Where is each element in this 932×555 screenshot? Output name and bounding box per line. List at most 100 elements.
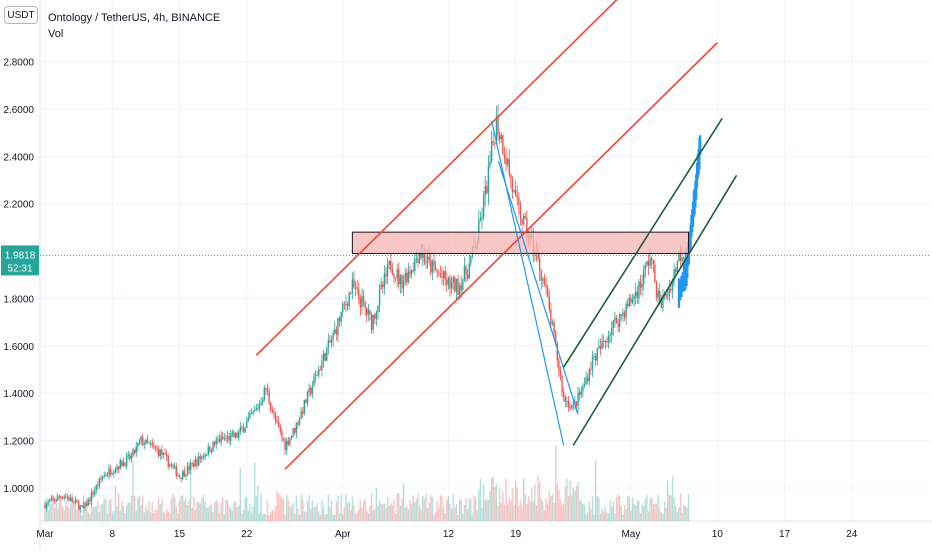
volume-bar: [668, 494, 671, 521]
volume-bar: [366, 510, 368, 521]
volume-bar: [295, 495, 298, 521]
blue-channel-lower[interactable]: [497, 160, 579, 415]
volume-bar: [322, 506, 325, 521]
candle-body: [441, 276, 443, 279]
volume-bar: [270, 512, 272, 521]
volume-bar: [194, 509, 197, 521]
blue-channel-upper[interactable]: [491, 120, 565, 446]
candle-body: [510, 174, 512, 179]
green-channel-lower[interactable]: [572, 174, 738, 446]
candle-body: [426, 256, 429, 263]
candle-body: [330, 339, 333, 343]
indicator-vol-label[interactable]: Vol: [48, 28, 64, 40]
candle-body: [466, 274, 469, 279]
volume-bar: [289, 506, 291, 521]
volume-bar: [610, 506, 613, 521]
volume-bar: [180, 495, 182, 521]
volume-bar: [385, 507, 387, 521]
symbol-title[interactable]: Ontology / TetherUS, 4h, BINANCE: [48, 12, 221, 24]
candle-body: [153, 445, 155, 447]
candle-body: [191, 463, 193, 465]
candle-body: [175, 466, 177, 476]
candle-body: [570, 405, 573, 409]
candle-body: [186, 466, 189, 475]
candle-body: [614, 317, 616, 321]
candle-body: [321, 360, 323, 370]
volume-bar: [300, 494, 302, 521]
volume-bar: [92, 506, 94, 521]
candle-body: [409, 271, 411, 275]
candle-body: [145, 439, 147, 445]
volume-bar: [346, 503, 349, 521]
volume-bar: [377, 505, 379, 521]
candle-body: [380, 284, 382, 290]
red-channel-upper[interactable]: [255, 0, 621, 356]
candle-body: [165, 454, 168, 457]
volume-bar: [651, 497, 653, 521]
candle-body: [90, 492, 93, 502]
x-axis[interactable]: Mar 8 15 22 Apr 12 19 May 10 17 24: [36, 529, 857, 540]
volume-bar: [470, 498, 472, 521]
y-axis[interactable]: 1.00001.20001.40001.60001.80002.00002.20…: [1, 58, 39, 495]
candle-body: [500, 135, 502, 140]
candle-body: [111, 473, 113, 475]
drawings[interactable]: [40, 0, 930, 470]
candle-body: [482, 195, 485, 217]
y-tick-label: 2.8000: [3, 58, 34, 69]
candle-body: [676, 261, 679, 273]
candle-body: [545, 283, 547, 288]
volume-bar: [141, 495, 144, 521]
candle-body: [180, 477, 182, 479]
volume-bar: [146, 510, 149, 521]
candle-body: [627, 303, 629, 307]
volume-bar: [458, 499, 461, 521]
candle-body: [228, 436, 230, 441]
volume-bar: [122, 505, 125, 521]
volume-bar: [498, 487, 501, 521]
volume-bar: [189, 470, 192, 521]
candle-body: [609, 335, 611, 337]
volume-bar: [196, 501, 198, 521]
volume-bar: [101, 503, 104, 521]
price-tag[interactable]: [1, 245, 39, 276]
candle-body: [514, 189, 517, 195]
candle-body: [494, 142, 496, 144]
volume-bar: [635, 505, 637, 521]
volume-bar: [460, 499, 462, 521]
volume-bar: [274, 506, 277, 521]
volume-bar: [149, 512, 152, 521]
volume-bar: [258, 512, 261, 521]
y-tick-label: 1.8000: [3, 294, 34, 305]
green-channel-upper[interactable]: [562, 118, 723, 368]
candle-body: [164, 453, 166, 455]
candle-body: [345, 303, 347, 305]
candle-body: [68, 497, 70, 501]
volume-bar: [426, 507, 429, 521]
candle-body: [556, 343, 558, 361]
volume-bar: [326, 514, 328, 521]
volume-bar: [546, 503, 549, 521]
volume-bar: [153, 512, 155, 521]
candle-body: [569, 407, 571, 409]
volume-bar: [228, 505, 230, 521]
candle-body: [391, 269, 394, 275]
candle-body: [465, 266, 467, 275]
candle-body: [662, 295, 664, 308]
price-tag-countdown: 52:31: [7, 263, 32, 274]
unit-button[interactable]: USDT: [4, 6, 38, 24]
red-channel-lower[interactable]: [284, 42, 718, 470]
candle-body: [257, 408, 259, 410]
candle-body: [161, 449, 163, 456]
volume-bar: [516, 487, 518, 521]
x-tick-label: 24: [846, 529, 858, 540]
volume-bar: [609, 500, 611, 521]
volume-bar: [303, 511, 306, 521]
candle-body: [636, 291, 639, 299]
candle-body: [433, 261, 435, 267]
volume-bar: [492, 477, 494, 521]
volume-bar: [178, 500, 181, 521]
candle-body: [132, 449, 134, 456]
volume-bar: [319, 514, 322, 521]
candle-body: [342, 303, 344, 313]
candle-body: [210, 450, 213, 453]
